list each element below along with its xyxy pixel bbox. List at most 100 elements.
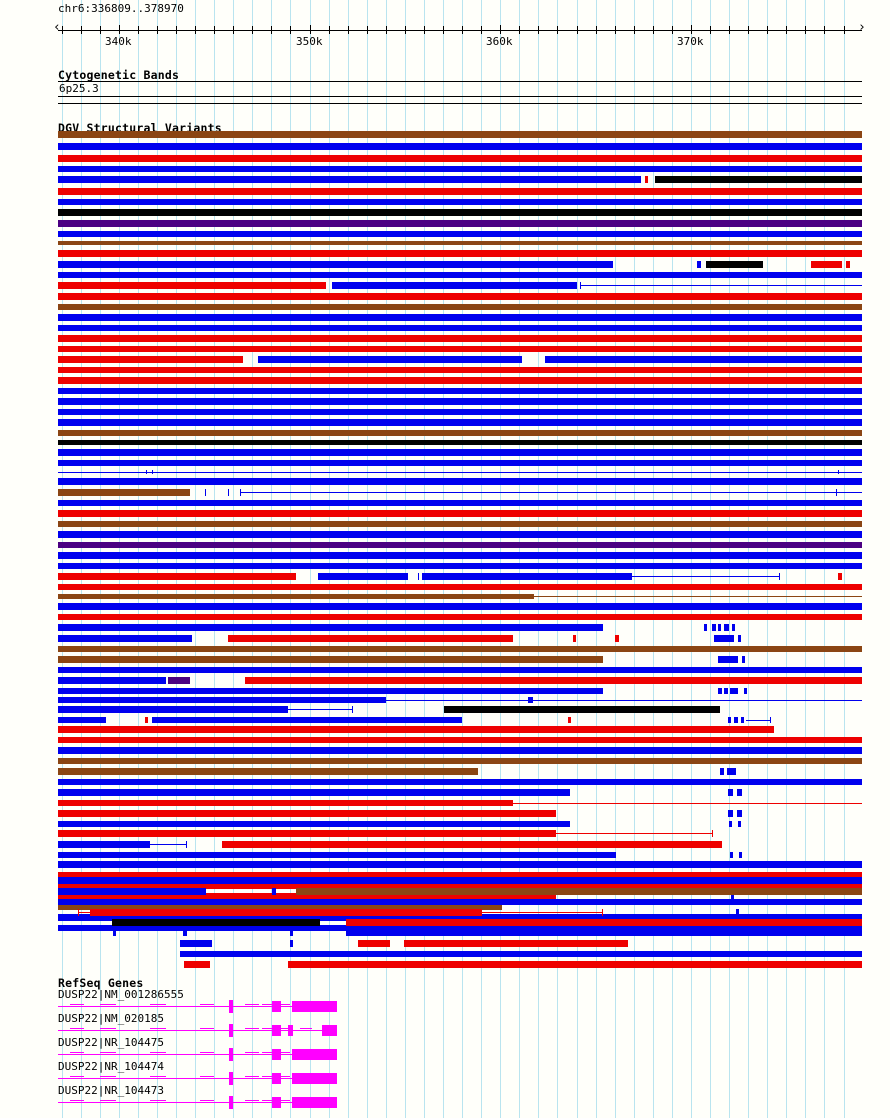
variant-segment[interactable]: [58, 388, 862, 394]
variant-segment[interactable]: [58, 872, 862, 879]
variant-segment[interactable]: [58, 231, 862, 237]
variant-segment[interactable]: [58, 899, 862, 905]
variant-segment[interactable]: [288, 961, 862, 968]
variant-segment[interactable]: [58, 377, 862, 384]
variant-segment[interactable]: [290, 930, 293, 936]
variant-segment[interactable]: [58, 241, 862, 245]
variant-segment[interactable]: [737, 810, 742, 817]
variant-segment[interactable]: [58, 430, 862, 436]
variant-segment[interactable]: [58, 697, 386, 703]
variant-segment[interactable]: [113, 930, 116, 936]
variant-segment[interactable]: [58, 789, 570, 796]
variant-segment[interactable]: [846, 261, 850, 268]
variant-segment[interactable]: [811, 261, 842, 268]
variant-segment[interactable]: [180, 951, 862, 957]
variant-segment[interactable]: [58, 188, 862, 195]
variant-segment[interactable]: [58, 440, 862, 445]
variant-segment[interactable]: [58, 768, 478, 775]
variant-segment[interactable]: [58, 335, 862, 342]
variant-segment[interactable]: [729, 821, 732, 827]
variant-segment[interactable]: [444, 706, 720, 713]
variant-segment[interactable]: [58, 747, 862, 754]
variant-segment[interactable]: [58, 726, 774, 733]
variant-segment[interactable]: [742, 656, 745, 663]
variant-segment[interactable]: [727, 768, 736, 775]
variant-segment[interactable]: [739, 852, 742, 858]
variant-segment[interactable]: [58, 261, 613, 268]
variant-segment[interactable]: [58, 367, 862, 373]
variant-segment[interactable]: [58, 893, 556, 900]
variant-segment[interactable]: [58, 594, 534, 599]
cytoband-label[interactable]: 6p25.3: [59, 82, 99, 95]
variant-segment[interactable]: [58, 272, 862, 278]
variant-segment[interactable]: [58, 166, 862, 172]
variant-segment[interactable]: [58, 500, 862, 506]
variant-segment[interactable]: [404, 940, 628, 947]
variant-segment[interactable]: [724, 688, 728, 694]
variant-segment[interactable]: [58, 143, 862, 150]
variant-segment[interactable]: [58, 830, 556, 837]
variant-segment[interactable]: [730, 688, 738, 694]
variant-segment[interactable]: [346, 919, 862, 926]
variant-segment[interactable]: [741, 717, 744, 723]
gene-label[interactable]: DUSP22|NR_104474: [58, 1060, 164, 1073]
variant-segment[interactable]: [744, 688, 747, 694]
variant-segment[interactable]: [697, 261, 701, 268]
variant-segment[interactable]: [58, 706, 288, 713]
variant-segment[interactable]: [58, 656, 603, 663]
variant-segment[interactable]: [152, 717, 462, 723]
variant-segment[interactable]: [58, 914, 862, 921]
variant-segment[interactable]: [90, 909, 482, 916]
variant-segment[interactable]: [728, 789, 733, 796]
variant-segment[interactable]: [228, 635, 513, 642]
gene-label[interactable]: DUSP22|NM_001286555: [58, 988, 184, 1001]
variant-segment[interactable]: [58, 209, 862, 216]
variant-segment[interactable]: [58, 346, 862, 352]
variant-segment[interactable]: [58, 688, 603, 694]
exon-block[interactable]: [272, 1049, 281, 1060]
gene-label[interactable]: DUSP22|NR_104475: [58, 1036, 164, 1049]
variant-segment[interactable]: [724, 624, 729, 631]
variant-segment[interactable]: [58, 667, 862, 673]
variant-segment[interactable]: [58, 531, 862, 538]
variant-segment[interactable]: [573, 635, 576, 642]
variant-segment[interactable]: [58, 810, 556, 817]
variant-segment[interactable]: [58, 398, 862, 405]
variant-segment[interactable]: [272, 888, 276, 895]
variant-segment[interactable]: [58, 314, 862, 321]
variant-segment[interactable]: [58, 852, 616, 858]
variant-segment[interactable]: [58, 573, 296, 580]
variant-segment[interactable]: [145, 717, 148, 723]
variant-segment[interactable]: [731, 893, 734, 900]
variant-segment[interactable]: [346, 930, 862, 936]
variant-segment[interactable]: [568, 717, 571, 723]
variant-segment[interactable]: [58, 603, 862, 610]
variant-segment[interactable]: [58, 677, 166, 684]
variant-segment[interactable]: [58, 478, 862, 485]
variant-segment[interactable]: [58, 737, 862, 743]
variant-segment[interactable]: [58, 841, 150, 848]
variant-segment[interactable]: [737, 789, 742, 796]
variant-segment[interactable]: [58, 356, 243, 363]
variant-segment[interactable]: [58, 282, 326, 289]
variant-segment[interactable]: [718, 688, 722, 694]
variant-segment[interactable]: [296, 888, 862, 895]
variant-segment[interactable]: [704, 624, 707, 631]
variant-segment[interactable]: [418, 573, 419, 580]
variant-segment[interactable]: [645, 176, 648, 183]
variant-segment[interactable]: [58, 646, 862, 652]
variant-segment[interactable]: [58, 904, 502, 910]
variant-segment[interactable]: [58, 758, 862, 764]
variant-segment[interactable]: [58, 883, 862, 889]
exon-block[interactable]: [292, 1073, 337, 1084]
exon-block[interactable]: [272, 1025, 281, 1036]
exon-block[interactable]: [272, 1073, 281, 1084]
variant-segment[interactable]: [706, 261, 763, 268]
variant-segment[interactable]: [112, 919, 320, 926]
variant-segment[interactable]: [168, 677, 190, 684]
variant-segment[interactable]: [580, 282, 581, 289]
variant-segment[interactable]: [714, 635, 734, 642]
variant-segment[interactable]: [58, 304, 862, 310]
exon-block[interactable]: [292, 1049, 337, 1060]
variant-segment[interactable]: [422, 573, 632, 580]
